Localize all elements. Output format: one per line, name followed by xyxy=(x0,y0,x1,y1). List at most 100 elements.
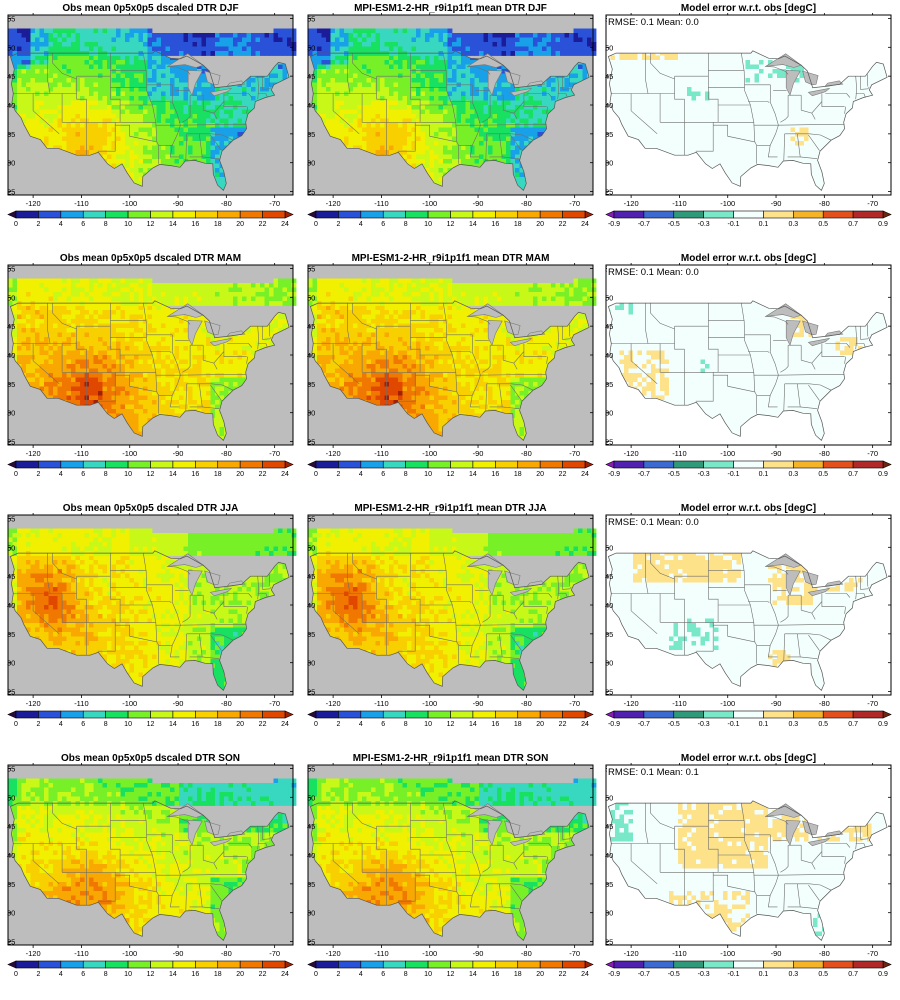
colorbar-segment xyxy=(793,710,824,719)
colorbar: 0 2 4 6 8 10 12 14 16 18 20 22 24 xyxy=(307,460,594,478)
lat-tick-label: 30 xyxy=(307,409,315,418)
colorbar-segment xyxy=(673,710,704,719)
lat-tick-label: 50 xyxy=(7,43,15,52)
colorbar-segment xyxy=(105,460,129,469)
colorbar-label: 4 xyxy=(359,471,363,478)
panel-title: Model error w.r.t. obs [degC] xyxy=(681,3,816,14)
colorbar-segment xyxy=(517,960,541,969)
lat-tick-label: 30 xyxy=(605,909,613,918)
colorbar-label: 8 xyxy=(104,221,108,228)
colorbar-label: 0 xyxy=(314,721,318,728)
colorbar-segment xyxy=(262,960,286,969)
canada-band xyxy=(8,28,297,56)
colorbar-max-arrow xyxy=(284,460,294,469)
colorbar-label: 0 xyxy=(314,221,318,228)
lat-tick-label: 45 xyxy=(605,572,613,581)
lat-tick-label: 35 xyxy=(307,130,315,139)
lon-tick-label: -90 xyxy=(771,449,782,458)
colorbar-segment xyxy=(60,960,84,969)
colorbar-segment xyxy=(472,960,496,969)
colorbar-max-arrow xyxy=(584,210,594,219)
colorbar-label: 8 xyxy=(404,471,408,478)
colorbar-max-arrow xyxy=(882,960,892,969)
lon-tick-label: -90 xyxy=(173,449,184,458)
lat-tick-label: 45 xyxy=(605,822,613,831)
colorbar-label: 22 xyxy=(559,721,567,728)
colorbar-label: 24 xyxy=(281,471,289,478)
colorbar-label: 12 xyxy=(147,221,155,228)
lat-tick-label: 40 xyxy=(307,851,315,860)
lat-tick-label: 40 xyxy=(7,351,15,360)
colorbar-segment xyxy=(539,460,563,469)
lat-tick-label: 30 xyxy=(7,409,15,418)
lon-tick-label: -90 xyxy=(771,699,782,708)
colorbar-segment xyxy=(613,210,645,219)
colorbar-label: 20 xyxy=(236,221,244,228)
lat-tick-label: 50 xyxy=(7,293,15,302)
colorbar-segment xyxy=(643,210,675,219)
lon-tick-label: -70 xyxy=(569,699,580,708)
lat-tick-label: 50 xyxy=(307,793,315,802)
colorbar-segment xyxy=(239,460,263,469)
lat-tick-label: 45 xyxy=(307,322,315,331)
colorbar-max-arrow xyxy=(284,210,294,219)
colorbar-segment xyxy=(338,710,362,719)
colorbar-label: 0.1 xyxy=(759,971,769,978)
lake xyxy=(765,53,802,68)
lat-tick-label: 35 xyxy=(307,880,315,889)
colorbar-segment xyxy=(822,960,854,969)
lat-tick-label: 35 xyxy=(605,630,613,639)
colorbar-segment xyxy=(643,460,675,469)
colorbar-label: 0.1 xyxy=(759,721,769,728)
colorbar-min-arrow xyxy=(307,460,317,469)
colorbar-max-arrow xyxy=(284,960,294,969)
colorbar-label: 2 xyxy=(336,721,340,728)
lake xyxy=(209,88,232,97)
lon-tick-label: -100 xyxy=(422,699,437,708)
colorbar-label: 6 xyxy=(381,471,385,478)
state-boundaries xyxy=(312,53,572,164)
lon-tick-label: -120 xyxy=(26,699,41,708)
colorbar-label: -0.7 xyxy=(638,971,650,978)
map-panel: MPI-ESM1-2-HR_r9i1p1f1 mean DTR DJF -120 -… xyxy=(307,3,597,228)
state-boundaries xyxy=(610,553,870,664)
colorbar-label: 20 xyxy=(236,721,244,728)
lake xyxy=(167,53,204,68)
lat-tick-label: 55 xyxy=(7,264,15,273)
lon-tick-label: -70 xyxy=(269,449,280,458)
lat-tick-label: 40 xyxy=(7,101,15,110)
colorbar-label: 0.7 xyxy=(848,221,858,228)
lon-tick-label: -90 xyxy=(473,199,484,208)
colorbar-segment xyxy=(793,960,824,969)
canada-band xyxy=(308,278,597,306)
lat-tick-label: 30 xyxy=(307,659,315,668)
colorbar-segment xyxy=(733,710,764,719)
lat-tick-label: 30 xyxy=(7,159,15,168)
coastline xyxy=(9,300,290,441)
colorbar-label: -0.7 xyxy=(638,721,650,728)
lat-tick-label: 30 xyxy=(605,659,613,668)
colorbar-label: 8 xyxy=(404,971,408,978)
colorbar-segment xyxy=(562,210,586,219)
lake xyxy=(209,838,232,847)
map-panel: Obs mean 0p5x0p5 dscaled DTR MAM -120 -110… xyxy=(7,253,297,478)
panel-title: MPI-ESM1-2-HR_r9i1p1f1 mean DTR MAM xyxy=(352,253,550,264)
colorbar: 0 2 4 6 8 10 12 14 16 18 20 22 24 xyxy=(7,710,294,728)
lon-tick-label: -90 xyxy=(173,699,184,708)
stats-text: RMSE: 0.1 Mean: 0.0 xyxy=(608,517,699,528)
colorbar-segment xyxy=(315,210,339,219)
colorbar: 0 2 4 6 8 10 12 14 16 18 20 22 24 xyxy=(7,460,294,478)
colorbar-label: 24 xyxy=(581,221,589,228)
colorbar-label: 22 xyxy=(259,221,267,228)
lon-tick-label: -100 xyxy=(720,699,735,708)
colorbar-segment xyxy=(405,460,429,469)
colorbar-label: 6 xyxy=(81,971,85,978)
map-panel: MPI-ESM1-2-HR_r9i1p1f1 mean DTR JJA -120 -… xyxy=(307,503,597,728)
lat-tick-label: 40 xyxy=(307,601,315,610)
colorbar-label: -0.9 xyxy=(608,471,620,478)
lat-tick-label: 40 xyxy=(307,101,315,110)
colorbar-segment xyxy=(82,710,106,719)
colorbar-segment xyxy=(382,460,406,469)
colorbar-segment xyxy=(172,960,196,969)
colorbar-label: 0 xyxy=(14,221,18,228)
